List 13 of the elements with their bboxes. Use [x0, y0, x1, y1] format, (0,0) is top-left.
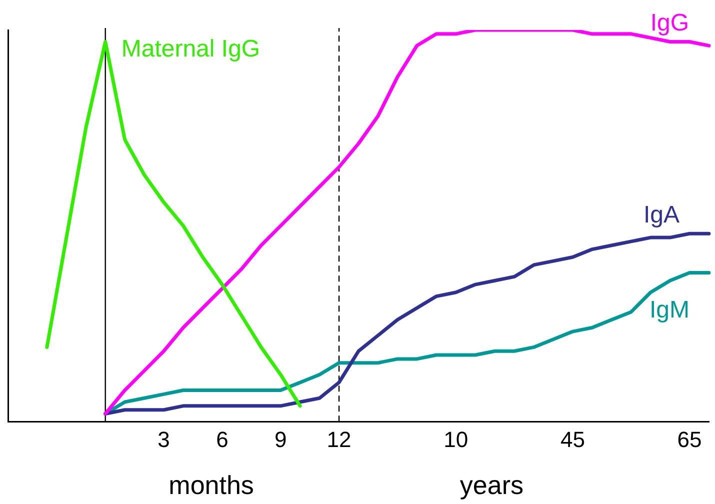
- series-label: IgA: [643, 201, 680, 228]
- x-tick-label: 12: [326, 426, 352, 452]
- x-tick-label: 10: [444, 426, 468, 452]
- x-tick-label: 6: [216, 426, 228, 452]
- series-label: IgG: [650, 9, 689, 36]
- x-tick-label: 45: [560, 426, 585, 452]
- series-label: Maternal IgG: [121, 35, 260, 62]
- x-tick-label: 3: [158, 426, 170, 452]
- text: months: [168, 470, 254, 500]
- text: years: [460, 470, 524, 500]
- series-label: IgM: [650, 296, 690, 324]
- x-tick-label: 65: [677, 426, 702, 452]
- x-tick-label: 9: [274, 426, 287, 452]
